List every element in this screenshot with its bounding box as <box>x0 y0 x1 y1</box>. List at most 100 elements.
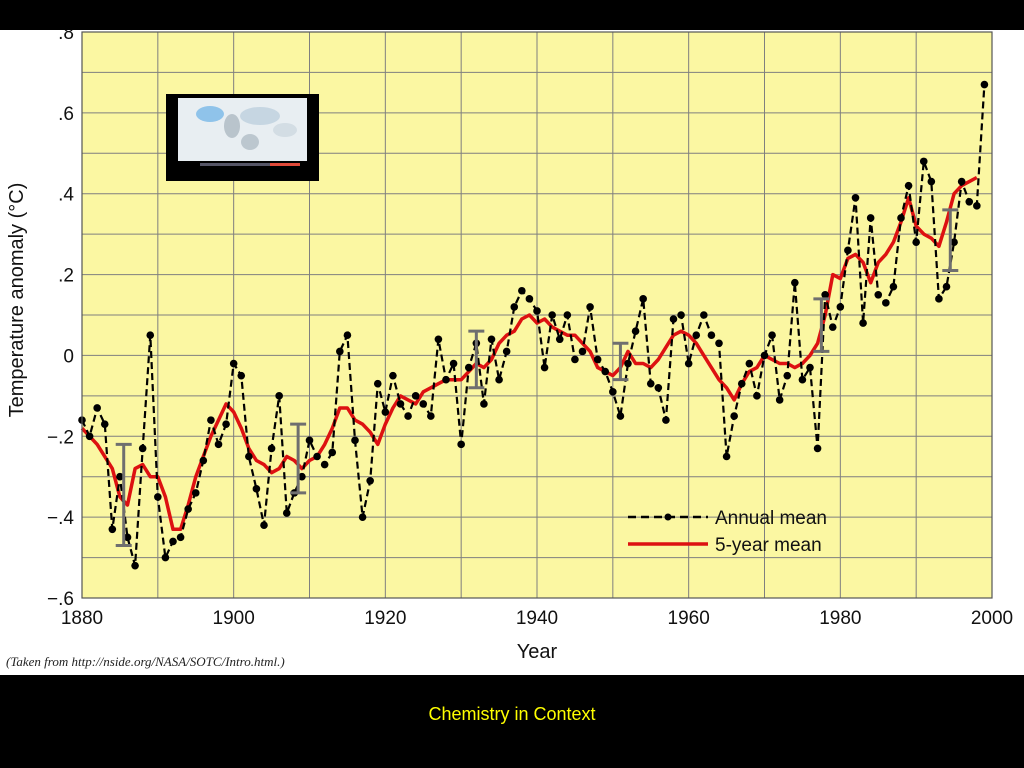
annual-mean-point <box>434 335 443 344</box>
y-tick-label: .2 <box>58 266 74 287</box>
annual-mean-point <box>760 351 769 360</box>
annual-mean-point <box>624 359 632 368</box>
series-annual-mean-line <box>81 84 986 566</box>
annual-mean-point <box>646 379 655 388</box>
temperature-anomaly-chart: 1880 1900 1920 1940 1960 1980 2000 −.6 −.4 −.2 0 .2… <box>6 30 1013 663</box>
annual-mean-point <box>502 347 511 356</box>
annual-mean-point <box>912 238 920 247</box>
legend-annual-mean-dot <box>664 513 672 521</box>
annual-mean-point <box>555 335 564 344</box>
annual-mean-point <box>882 299 890 307</box>
annual-mean-point <box>783 371 792 380</box>
annual-mean-point <box>768 331 776 340</box>
annual-mean-point <box>828 323 837 331</box>
annual-mean-point <box>449 359 458 368</box>
x-tick-label: 1920 <box>364 608 406 629</box>
annual-mean-point <box>191 489 200 497</box>
annual-mean-point <box>260 521 268 530</box>
annual-mean-point <box>639 295 647 303</box>
annual-mean-point <box>336 347 344 356</box>
annual-mean-point <box>480 400 488 408</box>
annual-mean-point <box>722 452 731 461</box>
annual-mean-point <box>154 493 162 501</box>
annual-mean-point <box>442 375 450 384</box>
annual-mean-point <box>919 157 928 166</box>
annual-mean-point <box>427 412 435 420</box>
axis-ticks: 1880 1900 1920 1940 1960 1980 2000 −.6 −.4 −.2 0 .2… <box>47 30 1013 629</box>
annual-mean-point <box>510 303 519 311</box>
plot-frame <box>81 31 993 599</box>
annual-mean-point <box>844 246 852 255</box>
annual-mean-point <box>275 392 283 400</box>
annual-mean-point <box>821 290 829 299</box>
annual-mean-point <box>707 331 716 340</box>
y-axis-title: Temperature anomaly (°C) <box>6 183 28 418</box>
annual-mean-point <box>904 181 913 190</box>
annual-mean-point <box>298 472 306 481</box>
annual-mean-point <box>131 561 139 570</box>
annual-mean-point <box>980 80 989 89</box>
annual-mean-point <box>813 444 822 453</box>
annual-mean-point <box>389 371 397 380</box>
annual-mean-point <box>457 440 465 449</box>
x-tick-label: 1940 <box>516 608 558 629</box>
annual-mean-point <box>252 485 261 493</box>
annual-mean-point <box>245 452 253 461</box>
annual-mean-point <box>935 295 943 303</box>
annual-mean-point <box>328 448 337 457</box>
annual-mean-point <box>108 525 117 534</box>
annual-mean-point <box>942 282 951 291</box>
annual-mean-point <box>806 363 814 372</box>
annual-mean-point <box>411 392 420 400</box>
annual-mean-point <box>85 432 94 441</box>
annual-mean-point <box>540 363 549 372</box>
series <box>78 80 989 570</box>
annual-mean-point <box>116 472 124 481</box>
annual-mean-point <box>965 198 974 206</box>
annual-mean-point <box>525 295 534 303</box>
annual-mean-point <box>313 452 321 461</box>
annual-mean-point <box>571 355 579 364</box>
annual-mean-point <box>184 505 192 513</box>
annual-mean-point <box>237 371 246 380</box>
y-tick-label: .6 <box>58 104 74 125</box>
annual-mean-point <box>692 331 701 340</box>
annual-mean-point <box>669 315 678 323</box>
y-tick-label: −.2 <box>47 427 74 448</box>
annual-mean-point <box>586 303 594 311</box>
annual-mean-point <box>373 379 382 388</box>
source-note: (Taken from http://nside.org/NASA/SOTC/I… <box>6 654 285 669</box>
annual-mean-point <box>700 311 708 319</box>
annual-mean-point <box>199 456 208 465</box>
annual-mean-point <box>214 440 223 449</box>
annual-mean-point <box>578 347 587 356</box>
annual-mean-point <box>396 400 405 408</box>
annual-mean-point <box>305 436 314 445</box>
annual-mean-point <box>730 412 738 420</box>
annual-mean-point <box>791 278 799 287</box>
annual-mean-point <box>859 319 867 327</box>
annual-mean-point <box>381 408 390 416</box>
y-tick-label: 0 <box>63 346 74 367</box>
annual-mean-point <box>677 311 685 319</box>
annual-mean-point <box>973 202 981 210</box>
annual-mean-point <box>889 282 898 291</box>
annual-mean-point <box>609 388 617 396</box>
legend-5-year-mean-label: 5-year mean <box>715 535 822 556</box>
annual-mean-point <box>851 193 860 202</box>
x-axis-title: Year <box>517 641 558 663</box>
series-5-year-mean-line <box>80 175 978 532</box>
annual-mean-point <box>161 553 170 562</box>
annual-mean-point <box>662 416 670 424</box>
annual-mean-point <box>229 359 238 368</box>
annual-mean-point <box>123 533 132 542</box>
x-tick-label: 1900 <box>213 608 255 629</box>
y-tick-label: .4 <box>58 185 74 206</box>
annual-mean-point <box>176 533 185 542</box>
annual-mean-point <box>146 331 155 340</box>
annual-mean-point <box>169 537 177 546</box>
annual-mean-point <box>563 311 572 319</box>
y-tick-label: −.4 <box>47 508 74 529</box>
annual-mean-point <box>320 460 329 469</box>
annual-mean-point <box>343 331 352 340</box>
